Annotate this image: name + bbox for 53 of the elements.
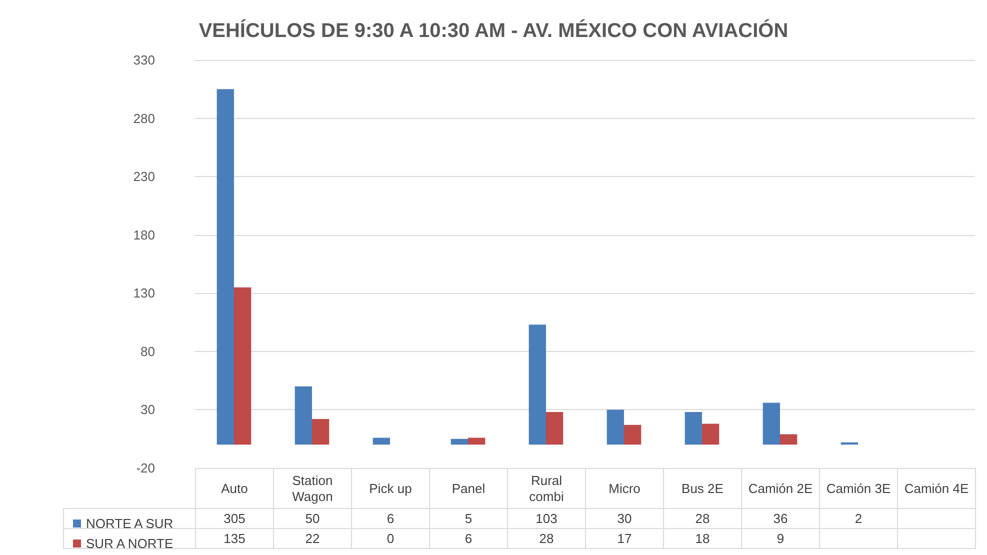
data-label: 5 [429,508,508,529]
data-label: 17 [585,528,664,549]
y-tick-label: 230 [133,169,155,184]
data-label: 28 [663,508,742,529]
bar [234,287,252,445]
y-tick-label: -20 [136,460,155,476]
bar [528,324,546,445]
bar [468,438,486,445]
data-label: 2 [819,508,898,529]
x-tick-label: Camión 3E [819,468,898,509]
x-tick-label: Pick up [351,468,430,509]
bar [684,412,702,445]
bar [372,438,390,445]
x-tick-label: Panel [429,468,508,509]
x-tick-label: Bus 2E [663,468,742,509]
data-label: 50 [273,508,352,529]
data-label: 135 [195,528,274,549]
bar [762,402,780,445]
bar [624,424,642,445]
bar [450,438,468,445]
x-tick-label: Auto [195,468,274,509]
data-label: 28 [507,528,586,549]
y-tick-label: 280 [133,110,155,126]
bar [702,424,720,445]
bar [780,434,798,445]
bar [546,412,564,445]
x-tick-label: Micro [585,468,664,509]
data-label: 18 [663,528,742,549]
x-tick-label: Rural combi [507,468,586,509]
bar [312,419,330,445]
y-tick-label: 330 [133,52,155,68]
chart-title: VEHÍCULOS DE 9:30 A 10:30 AM - AV. MÉXICO CON AVIACIÓN [198,19,788,42]
data-label: 30 [585,508,664,529]
data-label: 6 [351,508,430,529]
x-tick-label: Camión 2E [741,468,820,509]
data-label: 0 [351,528,430,549]
y-tick-label: 130 [133,286,155,301]
x-tick-label: Camión 4E [897,468,976,509]
y-tick-label: 80 [140,344,155,359]
data-label: 36 [741,508,820,529]
bar [606,410,624,445]
data-label: 9 [741,528,820,549]
bar [294,386,312,445]
data-label: 305 [195,508,274,529]
legend-label: SUR A NORTE [86,536,174,551]
data-label: 6 [429,528,508,549]
data-label: 22 [273,528,352,549]
y-tick-label: 180 [133,227,155,242]
bar [216,89,234,445]
y-tick-label: 30 [140,402,155,418]
x-tick-label: Station Wagon [273,468,352,509]
legend-label: NORTE A SUR [86,516,174,531]
data-label: 103 [507,508,586,529]
